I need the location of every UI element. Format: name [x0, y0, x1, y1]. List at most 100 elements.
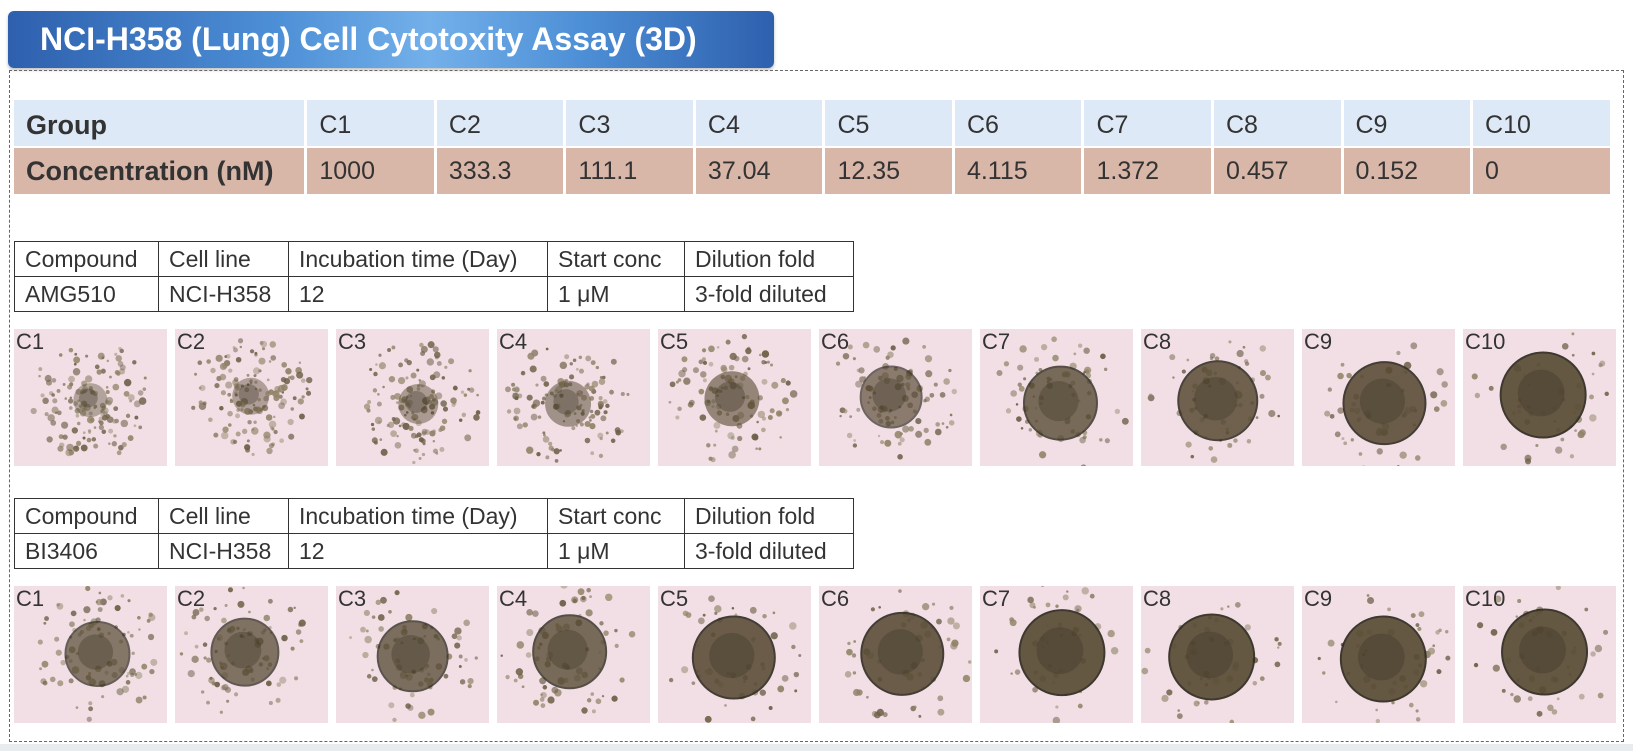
debris-cell [1476, 622, 1484, 629]
debris-cell [364, 635, 372, 644]
group-cell: C1 [307, 100, 434, 146]
debris-cell [275, 697, 281, 703]
debris-cell [290, 646, 295, 651]
debris-cell [939, 392, 946, 398]
debris-cell [1569, 454, 1575, 459]
debris-cell [79, 410, 87, 417]
debris-cell [1265, 374, 1271, 381]
debris-cell [369, 367, 373, 372]
spheroid-micrograph [505, 347, 630, 463]
debris-cell [1074, 605, 1082, 613]
debris-cell [1032, 686, 1038, 693]
debris-cell [1375, 718, 1381, 723]
group-cell: C10 [1473, 100, 1610, 146]
debris-cell [902, 425, 910, 433]
debris-cell [540, 400, 545, 405]
debris-cell [222, 426, 229, 433]
debris-cell [112, 418, 117, 424]
well-image: C5 [658, 329, 811, 466]
debris-cell [758, 353, 762, 357]
debris-cell [1397, 465, 1400, 466]
debris-cell [424, 429, 431, 435]
spheroid-center [405, 390, 428, 413]
debris-cell [1590, 651, 1596, 657]
debris-cell [73, 401, 78, 407]
debris-cell [94, 364, 100, 370]
debris-cell [1186, 358, 1190, 362]
debris-cell [1436, 368, 1444, 376]
debris-cell [192, 609, 200, 616]
well-label: C10 [1465, 586, 1506, 611]
debris-cell [258, 357, 266, 365]
spheroid-micrograph [30, 346, 147, 457]
debris-cell [590, 413, 596, 419]
debris-cell [1017, 364, 1024, 371]
debris-cell [120, 419, 129, 428]
debris-cell [464, 434, 472, 442]
debris-cell [394, 441, 402, 449]
debris-cell [669, 381, 676, 388]
debris-cell [1259, 370, 1267, 377]
debris-cell [682, 610, 689, 617]
debris-cell [424, 401, 429, 406]
debris-cell [559, 449, 562, 452]
debris-cell [38, 374, 41, 378]
debris-cell [263, 435, 271, 443]
debris-cell [198, 386, 202, 390]
well-label: C4 [499, 586, 528, 611]
debris-cell [394, 590, 400, 596]
debris-cell [127, 671, 131, 676]
debris-cell [431, 389, 436, 394]
debris-cell [947, 617, 955, 625]
debris-cell [451, 403, 456, 408]
debris-cell [1594, 644, 1603, 653]
group-cell: C3 [566, 100, 693, 146]
debris-cell [775, 410, 783, 417]
debris-cell [1055, 604, 1059, 608]
debris-cell [112, 383, 120, 391]
debris-cell [1571, 332, 1575, 336]
debris-cell [129, 399, 133, 403]
debris-cell [419, 342, 424, 348]
dilution-header: Dilution fold [684, 241, 854, 277]
debris-cell [731, 606, 735, 610]
group-cell: C4 [695, 100, 823, 146]
debris-cell [119, 368, 126, 375]
debris-cell [532, 610, 539, 617]
debris-cell [1391, 700, 1395, 705]
debris-cell [405, 613, 413, 622]
well-label: C2 [177, 329, 206, 354]
debris-cell [1203, 700, 1209, 705]
debris-cell [82, 383, 86, 387]
debris-cell [584, 384, 590, 390]
debris-cell [128, 394, 135, 401]
debris-cell [131, 651, 135, 655]
debris-cell [1023, 377, 1027, 381]
debris-cell [675, 415, 680, 420]
spheroid-center [1186, 631, 1234, 679]
debris-cell [102, 414, 108, 421]
well-label: C3 [338, 329, 367, 354]
well-label: C9 [1304, 329, 1333, 354]
debris-cell [847, 641, 851, 646]
debris-cell [394, 392, 401, 400]
debris-cell [602, 375, 606, 380]
debris-cell [585, 355, 592, 362]
debris-cell [858, 367, 865, 374]
debris-cell [1028, 428, 1033, 432]
debris-cell [125, 680, 131, 685]
debris-cell [227, 410, 233, 417]
debris-cell [1597, 692, 1604, 699]
debris-cell [72, 445, 80, 452]
debris-cell [1418, 611, 1425, 618]
debris-cell [105, 390, 110, 394]
debris-cell [134, 672, 138, 676]
debris-cell [407, 704, 414, 711]
debris-cell [47, 414, 55, 422]
debris-cell [463, 619, 470, 627]
debris-cell [572, 358, 577, 363]
debris-cell [109, 375, 112, 379]
debris-cell [578, 368, 585, 374]
debris-cell [862, 341, 870, 349]
debris-cell [757, 410, 766, 419]
